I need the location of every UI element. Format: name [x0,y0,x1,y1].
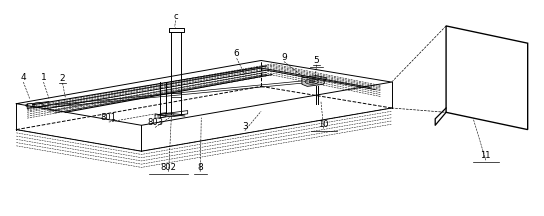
Text: 10: 10 [318,119,329,129]
Text: 9: 9 [281,52,287,62]
Text: 11: 11 [480,151,491,160]
Text: 803: 803 [147,118,163,127]
Text: 5: 5 [314,56,319,65]
Text: 8: 8 [197,163,203,172]
Text: 3: 3 [242,122,248,131]
Text: 1: 1 [41,73,46,82]
Text: 4: 4 [21,73,26,82]
Text: 2: 2 [60,74,65,83]
Text: 6: 6 [234,49,239,58]
Text: 802: 802 [160,163,177,172]
Text: 801: 801 [101,113,117,122]
Text: c: c [174,11,178,21]
Circle shape [309,81,314,83]
Polygon shape [302,76,326,86]
